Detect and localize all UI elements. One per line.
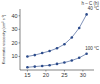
series-point <box>41 65 44 68</box>
y-axis <box>20 9 21 70</box>
y-tick <box>19 56 21 57</box>
x-tick-label: 25 <box>61 72 67 78</box>
series-point <box>63 43 66 46</box>
x-tick-label: 15 <box>24 72 30 78</box>
series-point <box>56 47 59 50</box>
chart: 15 20 25 30 10 20 30 40 Kinematic viscosity (cm²… <box>0 0 100 84</box>
series-point <box>71 59 74 62</box>
y-tick <box>19 29 21 30</box>
series-line <box>27 54 86 68</box>
y-tick-label: 40 <box>11 13 17 19</box>
series-point <box>71 36 74 39</box>
y-tick-label: 30 <box>11 26 17 32</box>
x-axis <box>20 70 94 71</box>
x-tick-label: 30 <box>80 72 86 78</box>
series-point <box>48 64 51 67</box>
y-tick-label: 10 <box>11 53 17 59</box>
y-tick <box>19 15 21 16</box>
series-point <box>26 66 29 69</box>
series-label: 40 °C <box>88 6 100 11</box>
series-line <box>27 14 86 56</box>
series-point <box>78 57 81 60</box>
series-point <box>85 52 88 55</box>
series-point <box>34 54 37 57</box>
series-point <box>41 52 44 55</box>
series-point <box>26 55 29 58</box>
y-tick <box>19 42 21 43</box>
series-point <box>48 50 51 53</box>
series-point <box>78 27 81 30</box>
x-axis-label: h – C (h) <box>81 1 99 6</box>
y-axis-label: Kinematic viscosity (cm² s⁻¹) <box>1 14 6 64</box>
series-point <box>63 61 66 64</box>
series-point <box>34 65 37 68</box>
series-label: 100 °C <box>85 46 100 51</box>
y-tick-label: 20 <box>11 40 17 46</box>
series-point <box>56 63 59 66</box>
x-tick-label: 20 <box>43 72 49 78</box>
series-point <box>85 13 88 16</box>
